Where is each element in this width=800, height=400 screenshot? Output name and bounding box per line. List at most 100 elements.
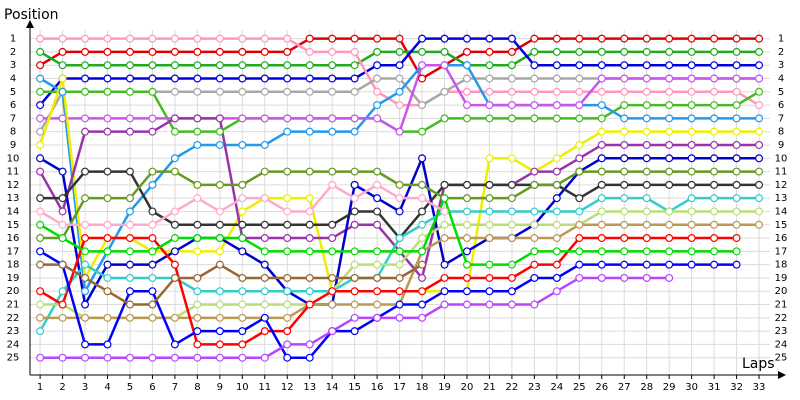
lap-marker xyxy=(36,87,45,96)
lap-marker xyxy=(193,61,202,70)
x-tick-label: 8 xyxy=(194,382,200,393)
lap-marker xyxy=(328,247,337,256)
lap-marker xyxy=(485,194,494,203)
lap-marker xyxy=(58,300,67,309)
lap-marker xyxy=(552,273,561,282)
lap-marker xyxy=(418,207,427,216)
lap-marker xyxy=(552,220,561,229)
lap-marker xyxy=(260,220,269,229)
lap-marker xyxy=(710,87,719,96)
lap-marker xyxy=(687,167,696,176)
lap-marker xyxy=(485,300,494,309)
lap-marker xyxy=(462,287,471,296)
lap-marker xyxy=(283,273,292,282)
lap-marker xyxy=(58,207,67,216)
lap-marker xyxy=(687,74,696,83)
lap-marker xyxy=(125,220,134,229)
lap-marker xyxy=(485,287,494,296)
y-tick-label: 15 xyxy=(7,220,20,231)
x-tick-label: 10 xyxy=(236,382,249,393)
lap-marker xyxy=(597,234,606,243)
lap-marker xyxy=(193,74,202,83)
lap-marker xyxy=(530,234,539,243)
lap-marker xyxy=(283,207,292,216)
lap-marker xyxy=(530,74,539,83)
lap-marker xyxy=(36,220,45,229)
lap-marker xyxy=(552,167,561,176)
lap-marker xyxy=(238,234,247,243)
lap-marker xyxy=(665,260,674,269)
lap-marker xyxy=(350,127,359,136)
lap-marker xyxy=(193,47,202,56)
lap-marker xyxy=(260,287,269,296)
lap-marker xyxy=(125,114,134,123)
lap-marker xyxy=(665,74,674,83)
lap-marker xyxy=(507,74,516,83)
lap-marker xyxy=(103,247,112,256)
lap-marker xyxy=(350,313,359,322)
lap-marker xyxy=(687,87,696,96)
y-tick-label-right: 19 xyxy=(775,273,788,284)
lap-marker xyxy=(642,273,651,282)
lap-marker xyxy=(507,34,516,43)
lap-marker xyxy=(193,327,202,336)
lap-marker xyxy=(170,260,179,269)
lap-marker xyxy=(36,207,45,216)
lap-marker xyxy=(260,273,269,282)
lap-marker xyxy=(755,127,764,136)
lap-marker xyxy=(215,207,224,216)
lap-marker xyxy=(283,234,292,243)
lap-marker xyxy=(620,47,629,56)
lap-marker xyxy=(552,47,561,56)
lap-marker xyxy=(395,194,404,203)
lap-marker xyxy=(58,167,67,176)
lap-marker xyxy=(710,34,719,43)
lap-marker xyxy=(755,194,764,203)
lap-marker xyxy=(148,87,157,96)
lap-marker xyxy=(642,207,651,216)
lap-marker xyxy=(440,220,449,229)
y-tick-label: 9 xyxy=(10,140,16,151)
lap-marker xyxy=(170,313,179,322)
lap-marker xyxy=(373,47,382,56)
lap-marker xyxy=(36,47,45,56)
lap-marker xyxy=(238,247,247,256)
lap-marker xyxy=(597,273,606,282)
lap-marker xyxy=(755,87,764,96)
lap-marker xyxy=(395,207,404,216)
lap-marker xyxy=(418,34,427,43)
lap-marker xyxy=(710,101,719,110)
lap-marker xyxy=(238,313,247,322)
lap-marker xyxy=(148,313,157,322)
lap-marker xyxy=(81,34,90,43)
y-tick-label: 4 xyxy=(10,74,16,85)
y-axis-title: Position xyxy=(4,7,59,23)
lap-marker xyxy=(36,247,45,256)
y-tick-label: 23 xyxy=(7,326,20,337)
lap-marker xyxy=(440,87,449,96)
lap-marker xyxy=(328,114,337,123)
lap-marker xyxy=(260,87,269,96)
y-tick-label-right: 22 xyxy=(775,313,788,324)
lap-marker xyxy=(462,300,471,309)
lap-marker xyxy=(530,34,539,43)
x-tick-label: 15 xyxy=(348,382,361,393)
lap-marker xyxy=(395,300,404,309)
lap-marker xyxy=(36,260,45,269)
lap-marker xyxy=(642,114,651,123)
lap-marker xyxy=(687,234,696,243)
lap-marker xyxy=(665,127,674,136)
y-tick-label: 12 xyxy=(7,180,20,191)
lap-marker xyxy=(575,87,584,96)
lap-marker xyxy=(732,101,741,110)
lap-marker xyxy=(575,207,584,216)
lap-marker xyxy=(215,340,224,349)
lap-marker xyxy=(530,273,539,282)
lap-marker xyxy=(687,114,696,123)
lap-marker xyxy=(81,194,90,203)
lap-marker xyxy=(552,101,561,110)
lap-marker xyxy=(373,273,382,282)
lap-marker xyxy=(575,273,584,282)
lap-marker xyxy=(552,207,561,216)
y-tick-label-right: 9 xyxy=(778,140,784,151)
